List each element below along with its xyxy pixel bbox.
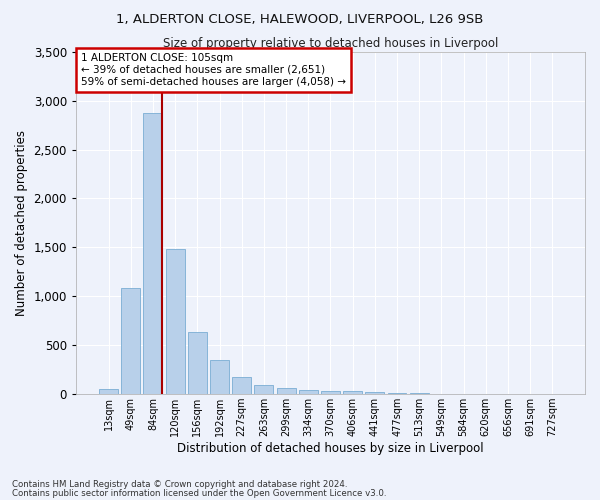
Bar [277, 388, 296, 394]
Text: Contains public sector information licensed under the Open Government Licence v3: Contains public sector information licen… [12, 489, 386, 498]
Text: Contains HM Land Registry data © Crown copyright and database right 2024.: Contains HM Land Registry data © Crown c… [12, 480, 347, 489]
Bar [188, 332, 207, 394]
Bar [365, 392, 385, 394]
Bar [254, 385, 274, 394]
Bar [143, 114, 163, 394]
Bar [121, 288, 140, 394]
X-axis label: Distribution of detached houses by size in Liverpool: Distribution of detached houses by size … [177, 442, 484, 455]
Bar [232, 377, 251, 394]
Y-axis label: Number of detached properties: Number of detached properties [15, 130, 28, 316]
Bar [321, 390, 340, 394]
Bar [299, 390, 318, 394]
Bar [99, 390, 118, 394]
Bar [388, 393, 406, 394]
Bar [343, 392, 362, 394]
Text: 1, ALDERTON CLOSE, HALEWOOD, LIVERPOOL, L26 9SB: 1, ALDERTON CLOSE, HALEWOOD, LIVERPOOL, … [116, 12, 484, 26]
Text: 1 ALDERTON CLOSE: 105sqm
← 39% of detached houses are smaller (2,651)
59% of sem: 1 ALDERTON CLOSE: 105sqm ← 39% of detach… [81, 54, 346, 86]
Bar [166, 250, 185, 394]
Title: Size of property relative to detached houses in Liverpool: Size of property relative to detached ho… [163, 38, 498, 51]
Bar [210, 360, 229, 394]
